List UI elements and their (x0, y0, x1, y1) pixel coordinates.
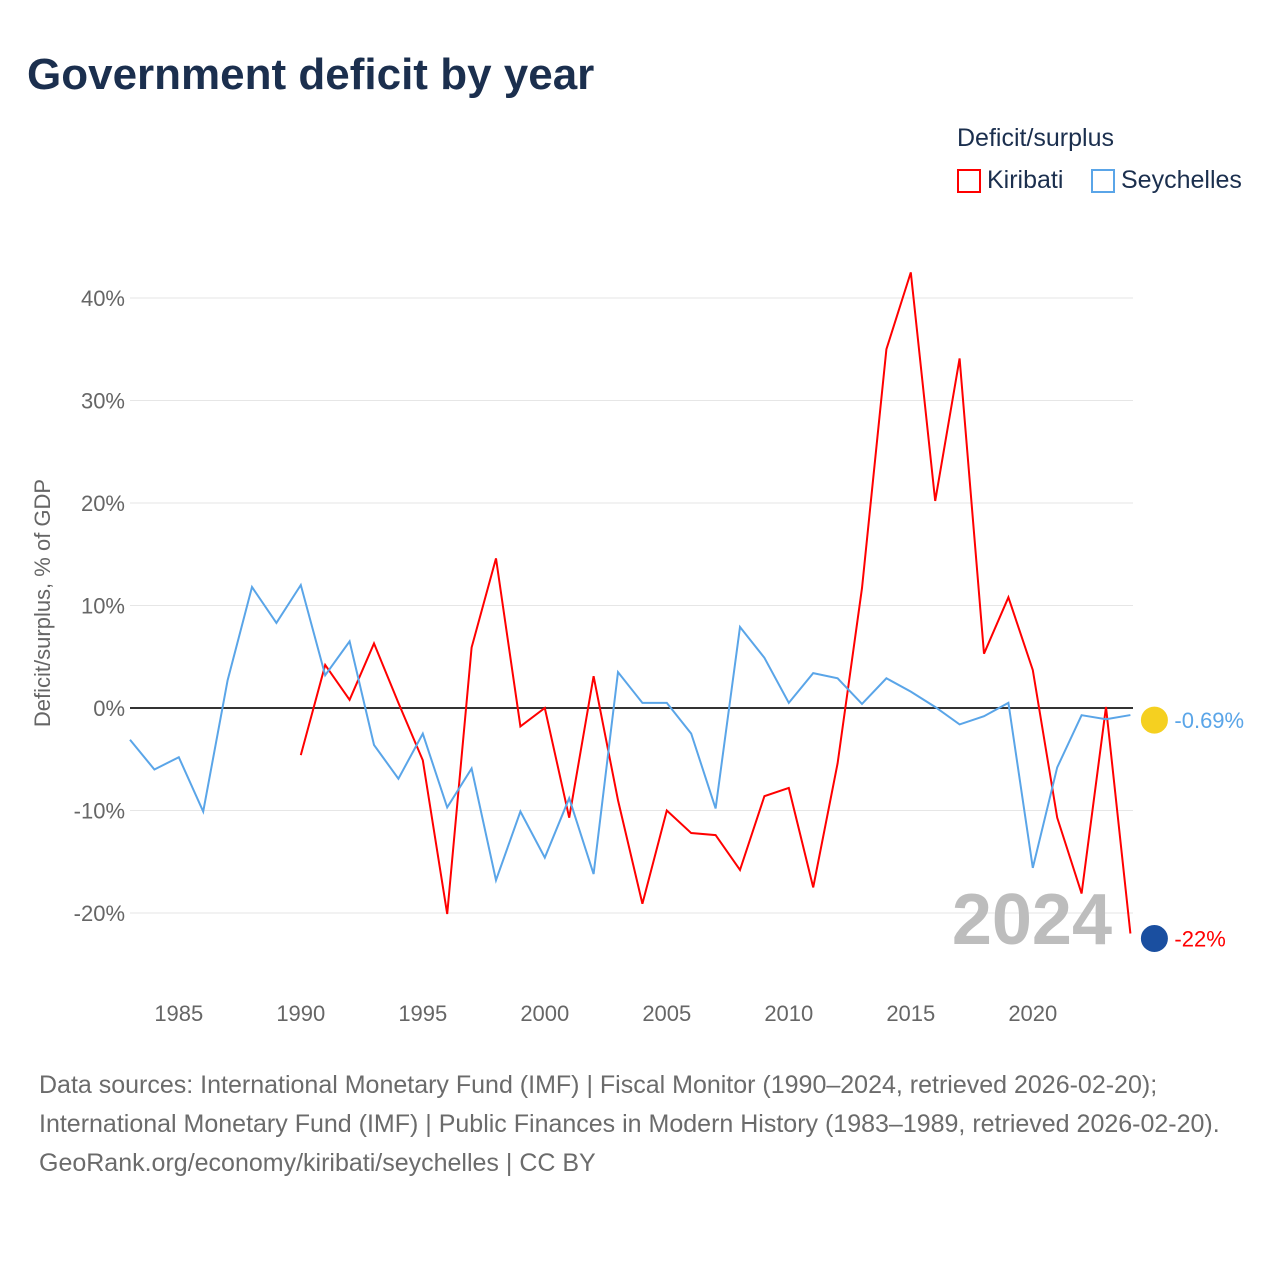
series-line-seychelles (129, 582, 1131, 884)
x-tick-label: 2000 (520, 1001, 569, 1026)
y-tick-label: -20% (74, 901, 125, 926)
y-tick-label: 20% (81, 491, 125, 516)
series-line-kiribati (299, 272, 1132, 934)
end-label-seychelles: -0.69% (1174, 708, 1244, 733)
footer: Data sources: International Monetary Fun… (39, 1066, 1239, 1183)
end-label-kiribati: -22% (1174, 927, 1225, 952)
y-axis-label: Deficit/surplus, % of GDP (30, 479, 55, 727)
x-tick-label: 1990 (276, 1001, 325, 1026)
legend-swatch (957, 168, 981, 193)
data-sources: Data sources: International Monetary Fun… (39, 1071, 1220, 1138)
flag-icon-kiribati (1139, 924, 1169, 953)
legend-item-seychelles[interactable]: Seychelles (1091, 166, 1242, 195)
y-tick-label: -10% (74, 799, 125, 824)
legend-label: Seychelles (1121, 166, 1242, 194)
credit-link[interactable]: GeoRank.org/economy/kiribati/seychelles … (39, 1149, 596, 1177)
x-tick-label: 1985 (154, 1001, 203, 1026)
x-tick-label: 2010 (764, 1001, 813, 1026)
chart-title: Government deficit by year (27, 50, 595, 99)
x-tick-label: 2005 (642, 1001, 691, 1026)
flag-icon-seychelles (1139, 705, 1169, 735)
legend-label: Kiribati (987, 166, 1064, 194)
legend-swatch (1091, 168, 1115, 193)
y-tick-label: 10% (81, 594, 125, 619)
y-tick-label: 30% (81, 389, 125, 414)
x-tick-label: 1995 (398, 1001, 447, 1026)
year-watermark: 2024 (952, 880, 1112, 960)
y-tick-label: 40% (81, 286, 125, 311)
line-chart: -20% -10% 0% 10% 20% 30% 40% 1985 1990 1995 2000 20… (30, 272, 1244, 1026)
y-tick-label: 0% (93, 696, 125, 721)
x-tick-label: 2015 (886, 1001, 935, 1026)
legend-item-kiribati[interactable]: Kiribati (957, 166, 1063, 195)
legend-title: Deficit/surplus (957, 124, 1114, 152)
x-tick-label: 2020 (1008, 1001, 1057, 1026)
